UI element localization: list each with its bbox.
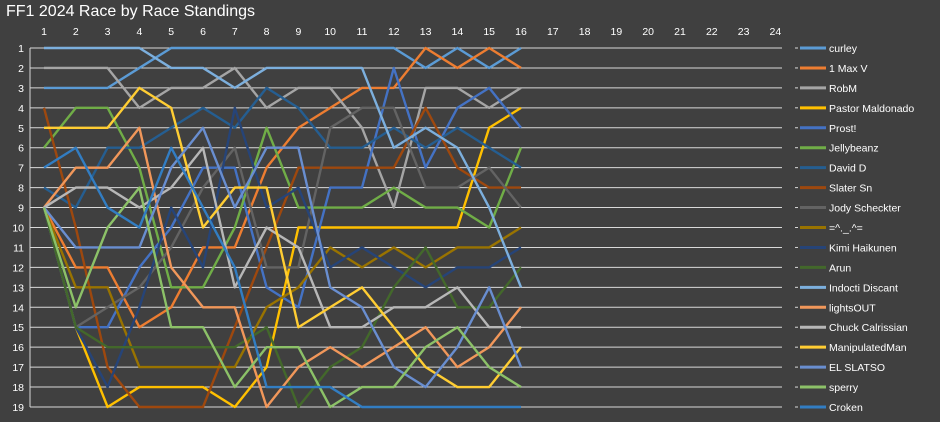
legend-label: RobM bbox=[829, 83, 857, 95]
x-tick-label: 12 bbox=[388, 26, 400, 38]
x-tick-label: 24 bbox=[770, 26, 782, 38]
y-tick-label: 16 bbox=[12, 342, 24, 354]
x-tick-label: 20 bbox=[642, 26, 654, 38]
y-tick-label: 15 bbox=[12, 322, 24, 334]
y-tick-label: 12 bbox=[12, 262, 24, 274]
x-tick-label: 13 bbox=[420, 26, 432, 38]
legend-label: lightsOUT bbox=[829, 302, 876, 314]
legend-label: Prost! bbox=[829, 123, 856, 135]
x-tick-label: 10 bbox=[324, 26, 336, 38]
legend-label: 1 Max V bbox=[829, 63, 868, 75]
legend-label: sperry bbox=[829, 382, 859, 394]
series-line-arun bbox=[42, 207, 522, 409]
legend-label: curley bbox=[829, 43, 858, 55]
legend-label: Arun bbox=[829, 262, 851, 274]
x-tick-label: 4 bbox=[136, 26, 142, 38]
x-tick-label: 17 bbox=[547, 26, 559, 38]
legend-label: ManipulatedMan bbox=[829, 342, 907, 354]
x-tick-label: 5 bbox=[168, 26, 174, 38]
x-tick-label: 1 bbox=[41, 26, 47, 38]
x-tick-label: 14 bbox=[452, 26, 464, 38]
y-tick-label: 11 bbox=[13, 242, 24, 254]
x-tick-label: 22 bbox=[706, 26, 718, 38]
x-tick-label: 3 bbox=[105, 26, 111, 38]
legend: curley 1 Max V RobM Pastor Maldonado Prost! J… bbox=[795, 43, 914, 414]
legend-label: Indocti Discant bbox=[829, 282, 898, 294]
y-tick-label: 1 bbox=[18, 43, 24, 55]
y-tick-label: 19 bbox=[12, 402, 24, 414]
x-tick-label: 19 bbox=[611, 26, 623, 38]
y-tick-label: 17 bbox=[12, 362, 24, 374]
series-line-croken bbox=[43, 146, 521, 409]
y-tick-label: 8 bbox=[18, 183, 24, 195]
y-tick-label: 7 bbox=[18, 163, 24, 175]
legend-label: =^._.^= bbox=[829, 223, 863, 235]
legend-label: Jody Scheckter bbox=[829, 203, 901, 215]
series-line-jellybeanz bbox=[43, 106, 523, 289]
x-tick-label: 7 bbox=[232, 26, 238, 38]
y-tick-label: 13 bbox=[12, 282, 24, 294]
x-tick-label: 18 bbox=[579, 26, 591, 38]
x-tick-label: 6 bbox=[200, 26, 206, 38]
series-line-manipulatedman bbox=[44, 86, 522, 389]
y-tick-label: 3 bbox=[18, 83, 24, 95]
series-lines bbox=[42, 46, 523, 409]
x-tick-label: 9 bbox=[295, 26, 301, 38]
series-line-indocti-discant bbox=[44, 46, 523, 288]
legend-label: Pastor Maldonado bbox=[829, 103, 914, 115]
series-line-chuck-calrissian bbox=[43, 146, 521, 329]
series-line-sperry bbox=[42, 186, 522, 409]
legend-label: Croken bbox=[829, 402, 863, 414]
x-tick-labels: 1 2 3 4 5 6 7 8 9 10 11 12 13 14 15 16 17 18 19 20 21 22 23 24 bbox=[41, 26, 781, 38]
y-tick-label: 4 bbox=[18, 103, 24, 115]
legend-label: Jellybeanz bbox=[829, 143, 879, 155]
x-tick-label: 21 bbox=[674, 26, 686, 38]
legend-label: David D bbox=[829, 163, 867, 175]
y-tick-label: 2 bbox=[18, 63, 24, 75]
y-tick-label: 9 bbox=[18, 203, 24, 215]
x-tick-label: 23 bbox=[738, 26, 750, 38]
y-tick-label: 18 bbox=[12, 382, 24, 394]
x-tick-label: 2 bbox=[73, 26, 79, 38]
x-tick-label: 8 bbox=[264, 26, 270, 38]
series-line-- bbox=[42, 207, 522, 369]
x-tick-label: 16 bbox=[515, 26, 527, 38]
x-tick-label: 15 bbox=[483, 26, 495, 38]
series-line-el-slatso bbox=[43, 126, 523, 389]
legend-label: Chuck Calrissian bbox=[829, 322, 908, 334]
legend-label: EL SLATSO bbox=[829, 362, 885, 374]
legend-label: Kimi Haikunen bbox=[829, 242, 897, 254]
y-tick-label: 14 bbox=[12, 302, 24, 314]
series-line-jody-scheckter bbox=[42, 106, 522, 329]
chart-title: FF1 2024 Race by Race Standings bbox=[6, 3, 256, 20]
y-tick-label: 5 bbox=[18, 123, 24, 135]
y-tick-label: 10 bbox=[12, 223, 24, 235]
x-tick-label: 11 bbox=[357, 26, 368, 38]
y-tick-label: 6 bbox=[18, 143, 24, 155]
legend-label: Slater Sn bbox=[829, 183, 872, 195]
